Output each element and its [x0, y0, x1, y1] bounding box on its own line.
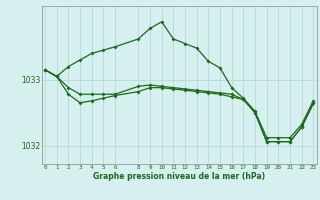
- X-axis label: Graphe pression niveau de la mer (hPa): Graphe pression niveau de la mer (hPa): [93, 172, 265, 181]
